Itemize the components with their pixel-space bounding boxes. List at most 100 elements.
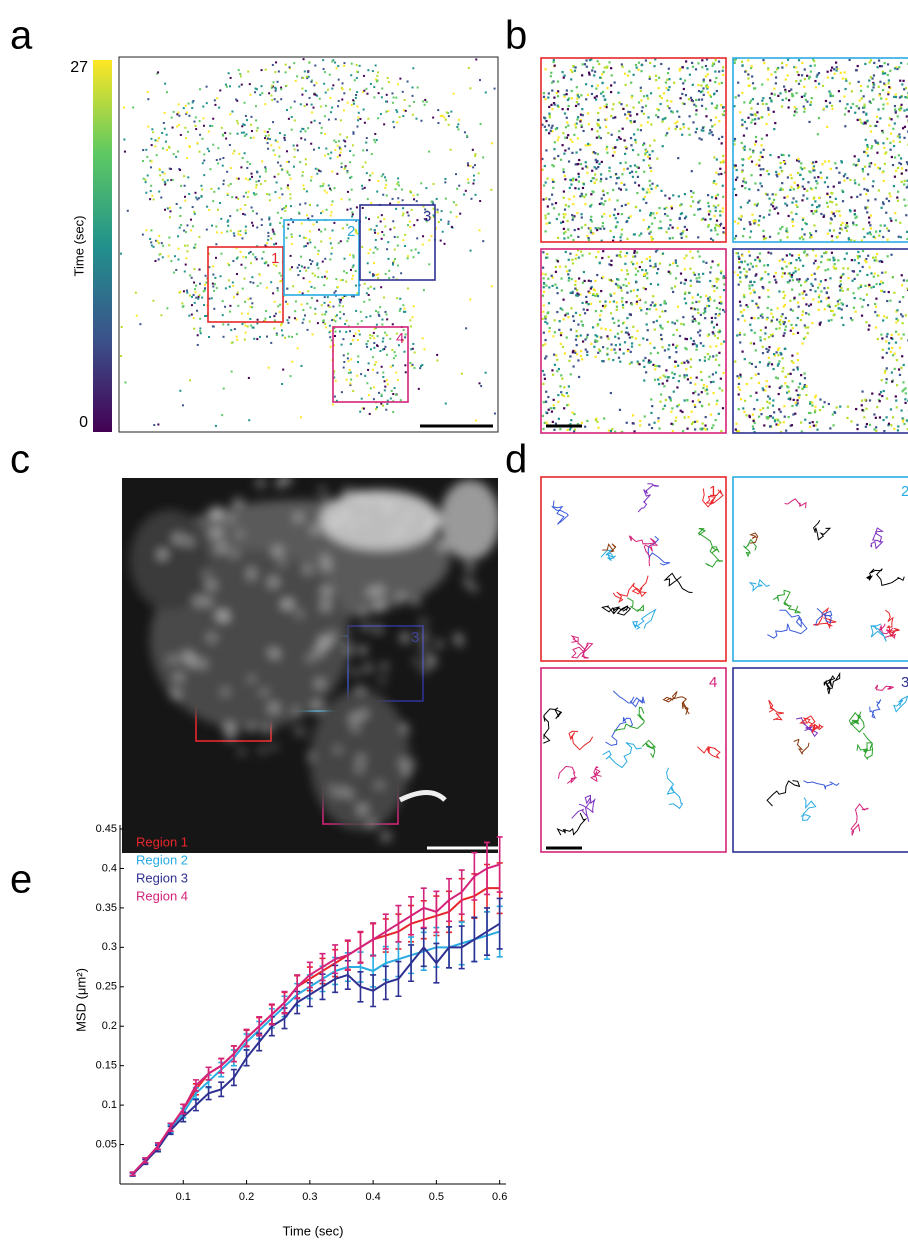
localization <box>754 259 756 261</box>
localization <box>781 170 783 172</box>
localization <box>877 108 879 110</box>
localization <box>785 64 787 66</box>
localization <box>367 262 369 264</box>
localization <box>341 198 343 200</box>
localization <box>187 250 189 252</box>
localization <box>590 303 592 305</box>
localization <box>819 322 821 324</box>
localization <box>647 97 649 99</box>
localization <box>859 194 861 196</box>
localization <box>320 240 322 242</box>
localization <box>780 411 782 413</box>
localization <box>777 377 779 379</box>
localization <box>281 193 283 195</box>
puncta <box>381 831 392 842</box>
localization <box>831 192 833 194</box>
localization <box>275 61 277 63</box>
localization <box>177 151 179 153</box>
localization <box>309 230 311 232</box>
localization <box>851 280 853 282</box>
localization <box>814 260 816 262</box>
localization <box>369 413 371 415</box>
localization <box>552 181 554 183</box>
localization <box>895 170 897 172</box>
localization <box>178 103 180 105</box>
localization <box>722 407 724 409</box>
localization <box>638 298 640 300</box>
localization <box>661 121 663 123</box>
localization <box>613 214 615 216</box>
localization <box>204 287 206 289</box>
localization <box>154 145 156 147</box>
localization <box>637 361 639 363</box>
localization <box>349 88 351 90</box>
localization <box>691 296 693 298</box>
localization <box>641 269 643 271</box>
localization <box>258 180 260 182</box>
localization <box>296 319 298 321</box>
localization <box>888 124 890 126</box>
localization <box>743 296 745 298</box>
localization <box>352 133 354 135</box>
localization <box>753 281 755 283</box>
localization <box>750 329 752 331</box>
localization <box>648 226 650 228</box>
localization <box>545 181 547 183</box>
localization <box>543 374 545 376</box>
puncta <box>193 596 202 605</box>
localization <box>226 86 228 88</box>
region-number: 1 <box>271 250 279 267</box>
localization <box>656 158 658 160</box>
puncta <box>357 804 368 815</box>
localization <box>252 327 254 329</box>
localization <box>791 405 793 407</box>
puncta <box>285 599 295 609</box>
localization <box>368 394 370 396</box>
localization <box>734 220 736 222</box>
localization <box>901 173 903 175</box>
localization <box>373 337 375 339</box>
localization <box>781 370 783 372</box>
localization <box>711 65 713 67</box>
localization <box>869 224 871 226</box>
localization <box>355 310 357 312</box>
localization <box>216 231 218 233</box>
localization <box>682 316 684 318</box>
localization <box>895 96 897 98</box>
localization <box>814 290 816 292</box>
localization <box>769 154 771 156</box>
localization <box>853 163 855 165</box>
localization <box>395 97 397 99</box>
localization <box>215 243 217 245</box>
localization <box>302 128 304 130</box>
localization <box>472 183 474 185</box>
localization <box>211 297 213 299</box>
localization <box>591 128 593 130</box>
localization <box>381 319 383 321</box>
localization <box>265 310 267 312</box>
localization <box>623 352 625 354</box>
puncta <box>348 522 355 529</box>
localization <box>557 155 559 157</box>
localization <box>672 227 674 229</box>
localization <box>705 115 707 117</box>
localization <box>373 96 375 98</box>
localization <box>599 107 601 109</box>
localization <box>188 315 190 317</box>
localization <box>223 388 225 390</box>
localization <box>231 111 233 113</box>
localization <box>601 82 603 84</box>
localization <box>387 110 389 112</box>
localization <box>553 157 555 159</box>
localization <box>561 378 563 380</box>
localization <box>714 124 716 126</box>
localization <box>564 213 566 215</box>
localization <box>719 214 721 216</box>
puncta <box>378 497 385 504</box>
localization <box>878 314 880 316</box>
localization <box>661 338 663 340</box>
localization <box>400 399 402 401</box>
localization <box>402 304 404 306</box>
localization <box>362 149 364 151</box>
localization <box>642 106 644 108</box>
